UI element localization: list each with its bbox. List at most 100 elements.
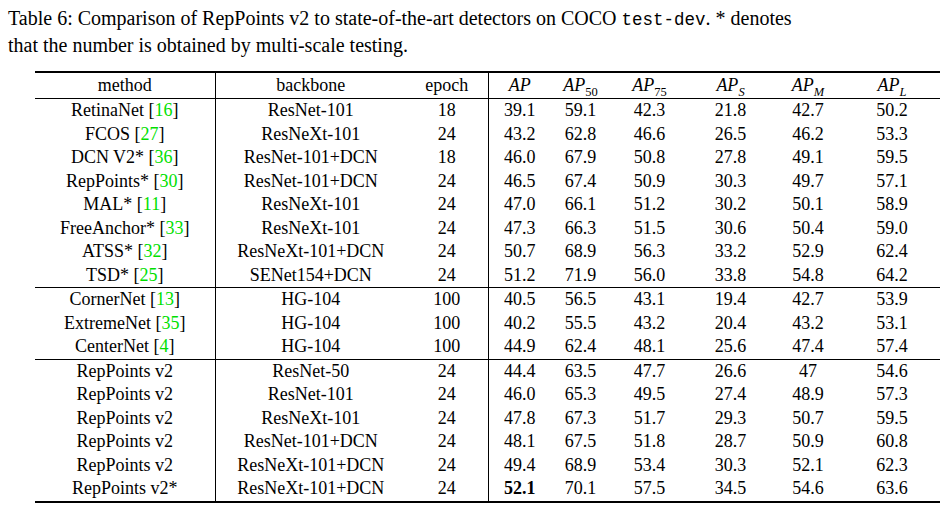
col-header-method: method bbox=[35, 72, 215, 99]
citation-link[interactable]: 36 bbox=[155, 147, 173, 167]
metric-cell: 57.3 bbox=[844, 383, 940, 407]
metric-cell: 46.2 bbox=[772, 123, 844, 147]
method-cell: CenterNet [4] bbox=[35, 335, 215, 359]
epoch-cell: 24 bbox=[406, 264, 488, 288]
citation-link[interactable]: 33 bbox=[165, 218, 183, 238]
metric-cell: 66.3 bbox=[551, 217, 610, 241]
metric-cell: 64.2 bbox=[844, 264, 940, 288]
metric-cell: 52.1 bbox=[488, 477, 551, 502]
metric-cell: 67.9 bbox=[551, 146, 610, 170]
method-cell: ExtremeNet [35] bbox=[35, 312, 215, 336]
method-name: FreeAnchor* bbox=[60, 218, 155, 238]
metric-cell: 49.1 bbox=[772, 146, 844, 170]
citation-link[interactable]: 25 bbox=[140, 265, 158, 285]
backbone-cell: HG-104 bbox=[215, 335, 406, 359]
citation-link[interactable]: 13 bbox=[156, 289, 174, 309]
method-name: RepPoints v2 bbox=[76, 384, 173, 404]
method-cell: ATSS* [32] bbox=[35, 240, 215, 264]
metric-cell: 59.5 bbox=[844, 146, 940, 170]
metric-cell: 51.2 bbox=[488, 264, 551, 288]
citation-link[interactable]: 11 bbox=[143, 194, 160, 214]
backbone-cell: ResNet-101+DCN bbox=[215, 146, 406, 170]
metric-cell: 62.4 bbox=[551, 335, 610, 359]
caption-line1-post: . * denotes bbox=[706, 7, 792, 29]
method-name: DCN V2* bbox=[71, 147, 144, 167]
metric-cell: 20.4 bbox=[689, 312, 772, 336]
backbone-cell: ResNeXt-101+DCN bbox=[215, 240, 406, 264]
metric-cell: 26.5 bbox=[689, 123, 772, 147]
paper-page: Table 6: Comparison of RepPoints v2 to s… bbox=[0, 0, 950, 509]
backbone-cell: ResNeXt-101 bbox=[215, 193, 406, 217]
method-cell: MAL* [11] bbox=[35, 193, 215, 217]
metric-cell: 53.9 bbox=[844, 288, 940, 312]
method-name: TSD* bbox=[86, 265, 129, 285]
metric-cell: 51.5 bbox=[610, 217, 689, 241]
method-cell: RepPoints v2 bbox=[35, 430, 215, 454]
table-caption: Table 6: Comparison of RepPoints v2 to s… bbox=[8, 6, 942, 58]
citation-link[interactable]: 30 bbox=[160, 171, 178, 191]
metric-cell: 19.4 bbox=[689, 288, 772, 312]
metric-cell: 47.4 bbox=[772, 335, 844, 359]
metric-cell: 46.0 bbox=[488, 146, 551, 170]
citation-link[interactable]: 4 bbox=[159, 336, 168, 356]
metric-cell: 71.9 bbox=[551, 264, 610, 288]
metric-cell: 53.4 bbox=[610, 454, 689, 478]
method-name: ATSS* bbox=[82, 241, 133, 261]
backbone-cell: ResNet-101 bbox=[215, 99, 406, 123]
metric-cell: 40.2 bbox=[488, 312, 551, 336]
metric-cell: 33.8 bbox=[689, 264, 772, 288]
metric-cell: 53.1 bbox=[844, 312, 940, 336]
citation-link[interactable]: 16 bbox=[154, 100, 172, 120]
col-header-ap-75: AP75 bbox=[610, 72, 689, 99]
metric-cell: 54.8 bbox=[772, 264, 844, 288]
metric-cell: 67.4 bbox=[551, 170, 610, 194]
epoch-cell: 24 bbox=[406, 170, 488, 194]
metric-cell: 66.1 bbox=[551, 193, 610, 217]
citation-link[interactable]: 32 bbox=[144, 241, 162, 261]
table-row: RepPoints* [30]ResNet-101+DCN2446.567.45… bbox=[35, 170, 940, 194]
backbone-cell: ResNeXt-101 bbox=[215, 217, 406, 241]
metric-cell: 50.1 bbox=[772, 193, 844, 217]
table-row: TSD* [25]SENet154+DCN2451.271.956.033.85… bbox=[35, 264, 940, 288]
epoch-cell: 100 bbox=[406, 335, 488, 359]
method-cell: CornerNet [13] bbox=[35, 288, 215, 312]
method-cell: FreeAnchor* [33] bbox=[35, 217, 215, 241]
table-row: RepPoints v2ResNet-1012446.065.349.527.4… bbox=[35, 383, 940, 407]
col-header-ap: AP bbox=[488, 72, 551, 99]
metric-cell: 47.3 bbox=[488, 217, 551, 241]
table-row: RepPoints v2ResNet-502444.463.547.726.64… bbox=[35, 359, 940, 383]
metric-cell: 46.5 bbox=[488, 170, 551, 194]
epoch-cell: 24 bbox=[406, 359, 488, 383]
table-row: RetinaNet [16]ResNet-1011839.159.142.321… bbox=[35, 99, 940, 123]
epoch-cell: 24 bbox=[406, 383, 488, 407]
backbone-cell: ResNeXt-101+DCN bbox=[215, 454, 406, 478]
backbone-cell: ResNet-101+DCN bbox=[215, 430, 406, 454]
metric-cell: 50.7 bbox=[772, 407, 844, 431]
backbone-cell: HG-104 bbox=[215, 288, 406, 312]
table-row: RepPoints v2ResNeXt-1012447.867.351.729.… bbox=[35, 407, 940, 431]
backbone-cell: ResNet-50 bbox=[215, 359, 406, 383]
metric-cell: 28.7 bbox=[689, 430, 772, 454]
table-row: RepPoints v2*ResNeXt-101+DCN2452.170.157… bbox=[35, 477, 940, 502]
metric-cell: 70.1 bbox=[551, 477, 610, 502]
table-body: RetinaNet [16]ResNet-1011839.159.142.321… bbox=[35, 99, 940, 502]
backbone-cell: ResNeXt-101 bbox=[215, 123, 406, 147]
method-cell: RepPoints v2* bbox=[35, 477, 215, 502]
citation-link[interactable]: 27 bbox=[141, 124, 159, 144]
col-header-ap-l: APL bbox=[844, 72, 940, 99]
citation-link[interactable]: 35 bbox=[161, 313, 179, 333]
metric-cell: 56.0 bbox=[610, 264, 689, 288]
metric-cell: 30.3 bbox=[689, 454, 772, 478]
method-name: ExtremeNet bbox=[64, 313, 151, 333]
table-row: MAL* [11]ResNeXt-1012447.066.151.230.250… bbox=[35, 193, 940, 217]
backbone-cell: HG-104 bbox=[215, 312, 406, 336]
metric-cell: 56.3 bbox=[610, 240, 689, 264]
metric-cell: 49.4 bbox=[488, 454, 551, 478]
metric-cell: 21.8 bbox=[689, 99, 772, 123]
col-header-ap-s: APS bbox=[689, 72, 772, 99]
metric-cell: 60.8 bbox=[844, 430, 940, 454]
table-row: DCN V2* [36]ResNet-101+DCN1846.067.950.8… bbox=[35, 146, 940, 170]
method-name: RetinaNet bbox=[71, 100, 144, 120]
backbone-cell: ResNeXt-101 bbox=[215, 407, 406, 431]
method-cell: DCN V2* [36] bbox=[35, 146, 215, 170]
